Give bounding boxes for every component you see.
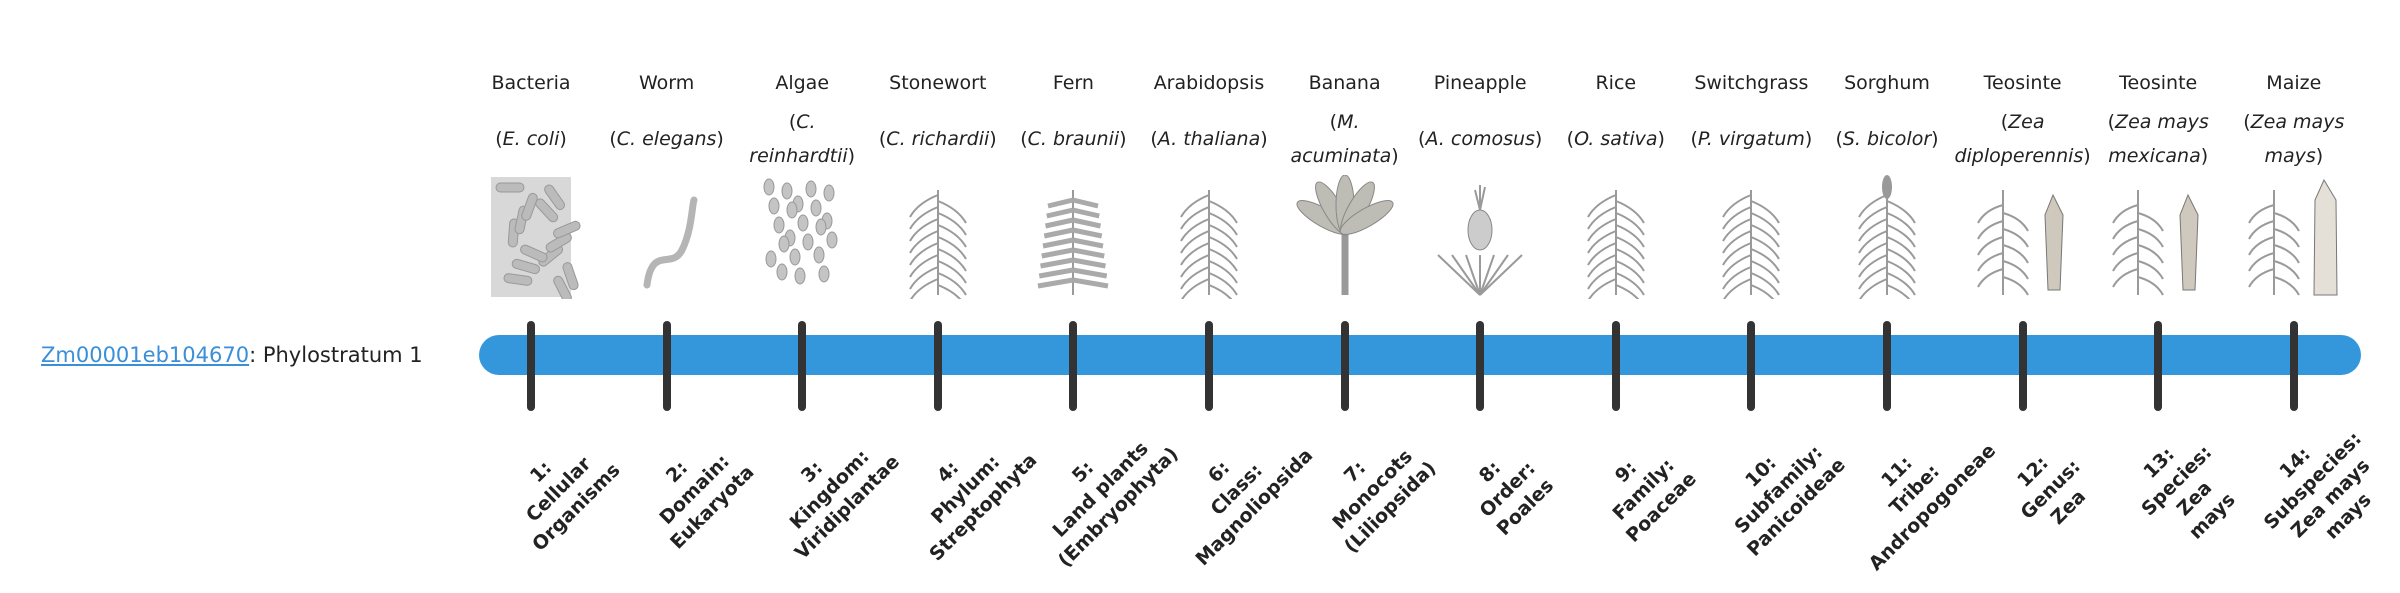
organism-header: Arabidopsis (A. thaliana)	[1143, 66, 1275, 174]
organism-latin-name: (C. reinhardtii)	[749, 111, 856, 167]
stratum-tick	[527, 321, 535, 411]
banana-illustration-icon	[1290, 174, 1400, 299]
organism-common-name: Pineapple	[1433, 72, 1527, 94]
organism-common-name: Switchgrass	[1694, 72, 1809, 94]
stratum-label: 10: Subfamily: Panicoideae	[1686, 396, 1873, 583]
stratum-tick	[2018, 321, 2027, 411]
phylostrata-timeline-bar	[479, 335, 2361, 375]
stratum-tick	[1069, 321, 1078, 411]
bacteria-illustration-icon	[476, 175, 586, 303]
organism-latin-name: (Zea mays mexicana)	[2107, 111, 2209, 167]
organism-header: Worm (C. elegans)	[601, 66, 733, 174]
stratum-tick	[662, 321, 671, 411]
organism-latin-name: (P. virgatum)	[1690, 128, 1813, 150]
stratum-label: 5: Land plants (Embryophyta)	[1008, 396, 1195, 583]
stratum-tick	[1883, 321, 1891, 411]
teosinte-illustration-icon	[2103, 175, 2213, 299]
stratum-tick	[798, 321, 807, 411]
organism-header: Teosinte (Zea diploperennis)	[1954, 66, 2091, 174]
worm-illustration-icon	[612, 175, 722, 299]
organism-common-name: Stonewort	[889, 72, 987, 94]
organism-header: Stonewort (C. richardii)	[872, 66, 1004, 174]
rice-illustration-icon	[1561, 175, 1671, 308]
stratum-tick	[2289, 321, 2298, 411]
gene-phylostratum-label: Zm00001eb104670: Phylostratum 1	[41, 340, 423, 370]
organism-header: Teosinte (Zea mays mexicana)	[2092, 66, 2224, 174]
organism-header: Fern (C. braunii)	[1007, 66, 1139, 174]
organism-common-name: Banana	[1308, 72, 1381, 94]
organism-header: Sorghum (S. bicolor)	[1821, 66, 1953, 174]
stratum-label: 6: Class: Magnoliopsida	[1143, 396, 1330, 583]
stratum-tick	[933, 321, 942, 411]
organism-latin-name: (Zea diploperennis)	[1954, 111, 2091, 167]
stratum-tick	[1611, 321, 1620, 411]
organism-common-name: Sorghum	[1844, 72, 1930, 94]
organism-header: Banana (M. acuminata)	[1279, 66, 1411, 174]
organism-header: Algae (C. reinhardtii)	[736, 66, 868, 174]
organism-latin-name: (O. sativa)	[1566, 128, 1665, 150]
organism-latin-name: (S. bicolor)	[1835, 128, 1939, 150]
organism-latin-name: (A. comosus)	[1418, 128, 1543, 150]
organism-header: Pineapple (A. comosus)	[1414, 66, 1546, 174]
sorghum-illustration-icon	[1832, 175, 1942, 308]
pineapple-illustration-icon	[1425, 175, 1535, 299]
organism-common-name: Worm	[638, 72, 695, 94]
stratum-tick	[1340, 321, 1349, 411]
organism-common-name: Teosinte	[2119, 72, 2198, 94]
organism-latin-name: (E. coli)	[495, 128, 567, 150]
organism-latin-name: (C. elegans)	[609, 128, 724, 150]
stonewort-illustration-icon	[883, 175, 993, 308]
phylostratum-text: Phylostratum 1	[262, 343, 423, 367]
organism-common-name: Algae	[775, 72, 830, 94]
organism-header: Maize (Zea mays mays)	[2228, 66, 2360, 174]
stratum-tick	[1476, 321, 1485, 411]
organism-latin-name: (A. thaliana)	[1150, 128, 1268, 150]
stratum-tick	[2154, 321, 2163, 411]
switchgrass-illustration-icon	[1696, 175, 1806, 308]
organism-common-name: Rice	[1595, 72, 1637, 94]
stratum-tick	[1747, 321, 1756, 411]
organism-common-name: Teosinte	[1983, 72, 2062, 94]
stratum-label: 7: Monocots (Liliopsida)	[1279, 396, 1466, 583]
fern-illustration-icon	[1018, 175, 1128, 299]
organism-common-name: Maize	[2266, 72, 2322, 94]
organism-common-name: Fern	[1052, 72, 1094, 94]
stratum-label: 2: Domain: Eukaryota	[601, 396, 788, 583]
organism-latin-name: (C. richardii)	[878, 128, 997, 150]
organism-header: Switchgrass (P. virgatum)	[1685, 66, 1817, 174]
organism-header: Rice (O. sativa)	[1550, 66, 1682, 174]
organism-common-name: Bacteria	[491, 72, 571, 94]
teosinte-illustration-icon	[1968, 175, 2078, 299]
stratum-label: 1: Cellular Organisms	[465, 396, 652, 583]
maize-illustration-icon	[2239, 175, 2349, 299]
stratum-tick	[1205, 321, 1213, 411]
separator: :	[249, 343, 263, 367]
algae-illustration-icon	[747, 175, 857, 299]
gene-id-link[interactable]: Zm00001eb104670	[41, 343, 250, 367]
organism-latin-name: (C. braunii)	[1020, 128, 1127, 150]
stratum-label: 11: Tribe: Andropogoneae	[1821, 396, 2008, 583]
organism-common-name: Arabidopsis	[1153, 72, 1265, 94]
organism-latin-name: (Zea mays mays)	[2243, 111, 2345, 167]
organism-header: Bacteria (E. coli)	[465, 66, 597, 174]
arabidopsis-illustration-icon	[1154, 175, 1264, 308]
organism-latin-name: (M. acuminata)	[1290, 111, 1399, 167]
